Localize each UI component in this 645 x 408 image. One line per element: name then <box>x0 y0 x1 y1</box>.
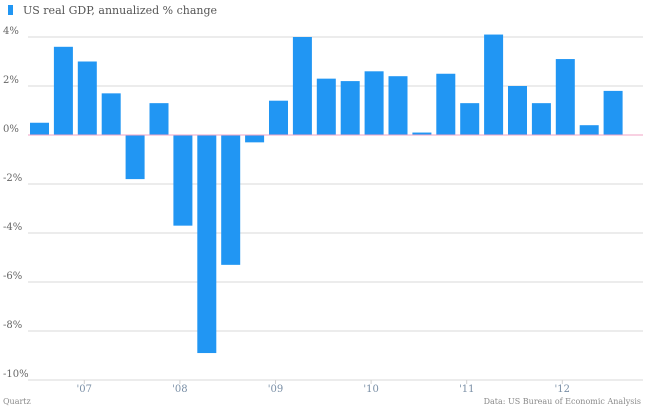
legend: US real GDP, annualized % change <box>8 3 217 17</box>
bar <box>436 73 456 135</box>
bar-layer <box>30 34 623 354</box>
x-tick-label: '07 <box>77 384 92 395</box>
bar <box>101 93 121 135</box>
bar <box>197 135 217 354</box>
legend-label: US real GDP, annualized % change <box>23 3 218 17</box>
y-tick-label: 0% <box>3 124 19 135</box>
bar <box>340 81 360 135</box>
y-tick-label: 4% <box>3 26 19 37</box>
bar <box>364 71 384 135</box>
bar <box>579 125 599 135</box>
label-layer: 4% 2% 0% -2% -4% -6% -8% -10% '07 '08 '09 '10 '11 '12 <box>3 26 570 395</box>
y-tick-label: -8% <box>3 320 22 331</box>
bar <box>603 90 623 135</box>
bar <box>388 76 408 135</box>
y-tick-label: -10% <box>3 369 29 380</box>
bar <box>77 61 97 135</box>
legend-swatch <box>8 5 13 15</box>
y-tick-label: 2% <box>3 75 19 86</box>
grid-layer <box>28 36 643 381</box>
bar <box>508 86 527 135</box>
source-label: Data: US Bureau of Economic Analysis <box>483 397 641 406</box>
x-tick-label: '08 <box>172 384 187 395</box>
credit-label: Quartz <box>3 397 31 406</box>
bar <box>125 135 145 180</box>
bar <box>412 132 432 135</box>
y-tick-label: -6% <box>3 271 22 282</box>
bar <box>245 135 265 143</box>
bar <box>30 122 49 135</box>
bar <box>292 37 312 135</box>
y-tick-label: -4% <box>3 222 22 233</box>
bar <box>531 103 551 135</box>
bar <box>269 100 288 135</box>
x-tick-label: '09 <box>268 384 283 395</box>
x-tick-label: '10 <box>363 384 378 395</box>
bar <box>173 135 193 226</box>
x-tick-label: '11 <box>459 384 474 395</box>
y-tick-label: -2% <box>3 173 22 184</box>
bar <box>316 78 336 135</box>
bar <box>484 34 504 135</box>
bar <box>221 135 241 265</box>
bar <box>555 59 575 135</box>
x-tick-label: '12 <box>555 384 570 395</box>
bar <box>53 46 73 135</box>
bar <box>460 103 480 135</box>
bar <box>149 103 169 135</box>
